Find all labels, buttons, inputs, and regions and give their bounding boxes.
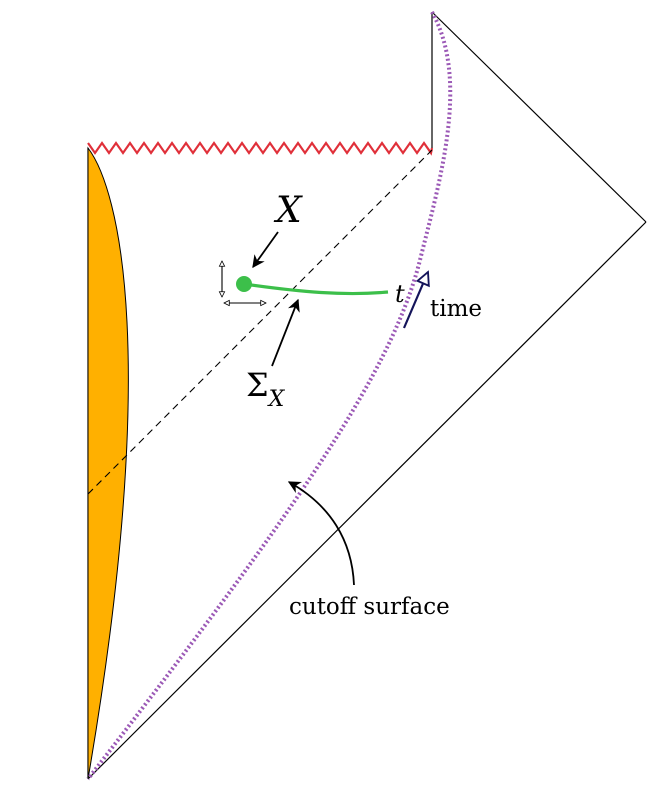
x-pointer-arrow (252, 231, 279, 269)
past-null-boundary (87, 221, 647, 780)
label-sigma-x: ΣX (246, 366, 286, 412)
cutoff-surface (86, 11, 453, 781)
label-sigma-symbol: Σ (246, 366, 269, 404)
label-cutoff-surface: cutoff surface (289, 594, 450, 620)
label-sigma-subscript: X (267, 387, 286, 412)
point-x (236, 276, 252, 292)
sigma-pointer-arrow (271, 298, 300, 367)
label-x: X (273, 190, 303, 231)
time-arrow (402, 272, 428, 329)
extremal-slice-curve (243, 282, 389, 296)
future-null-boundary (431, 11, 647, 223)
shaded-region (87, 146, 129, 780)
singularity (87, 141, 434, 156)
cutoff-pointer-arrow (287, 481, 355, 586)
label-t: t (395, 280, 405, 308)
label-time: time (430, 296, 482, 322)
horizon-dashed-line (87, 149, 433, 495)
